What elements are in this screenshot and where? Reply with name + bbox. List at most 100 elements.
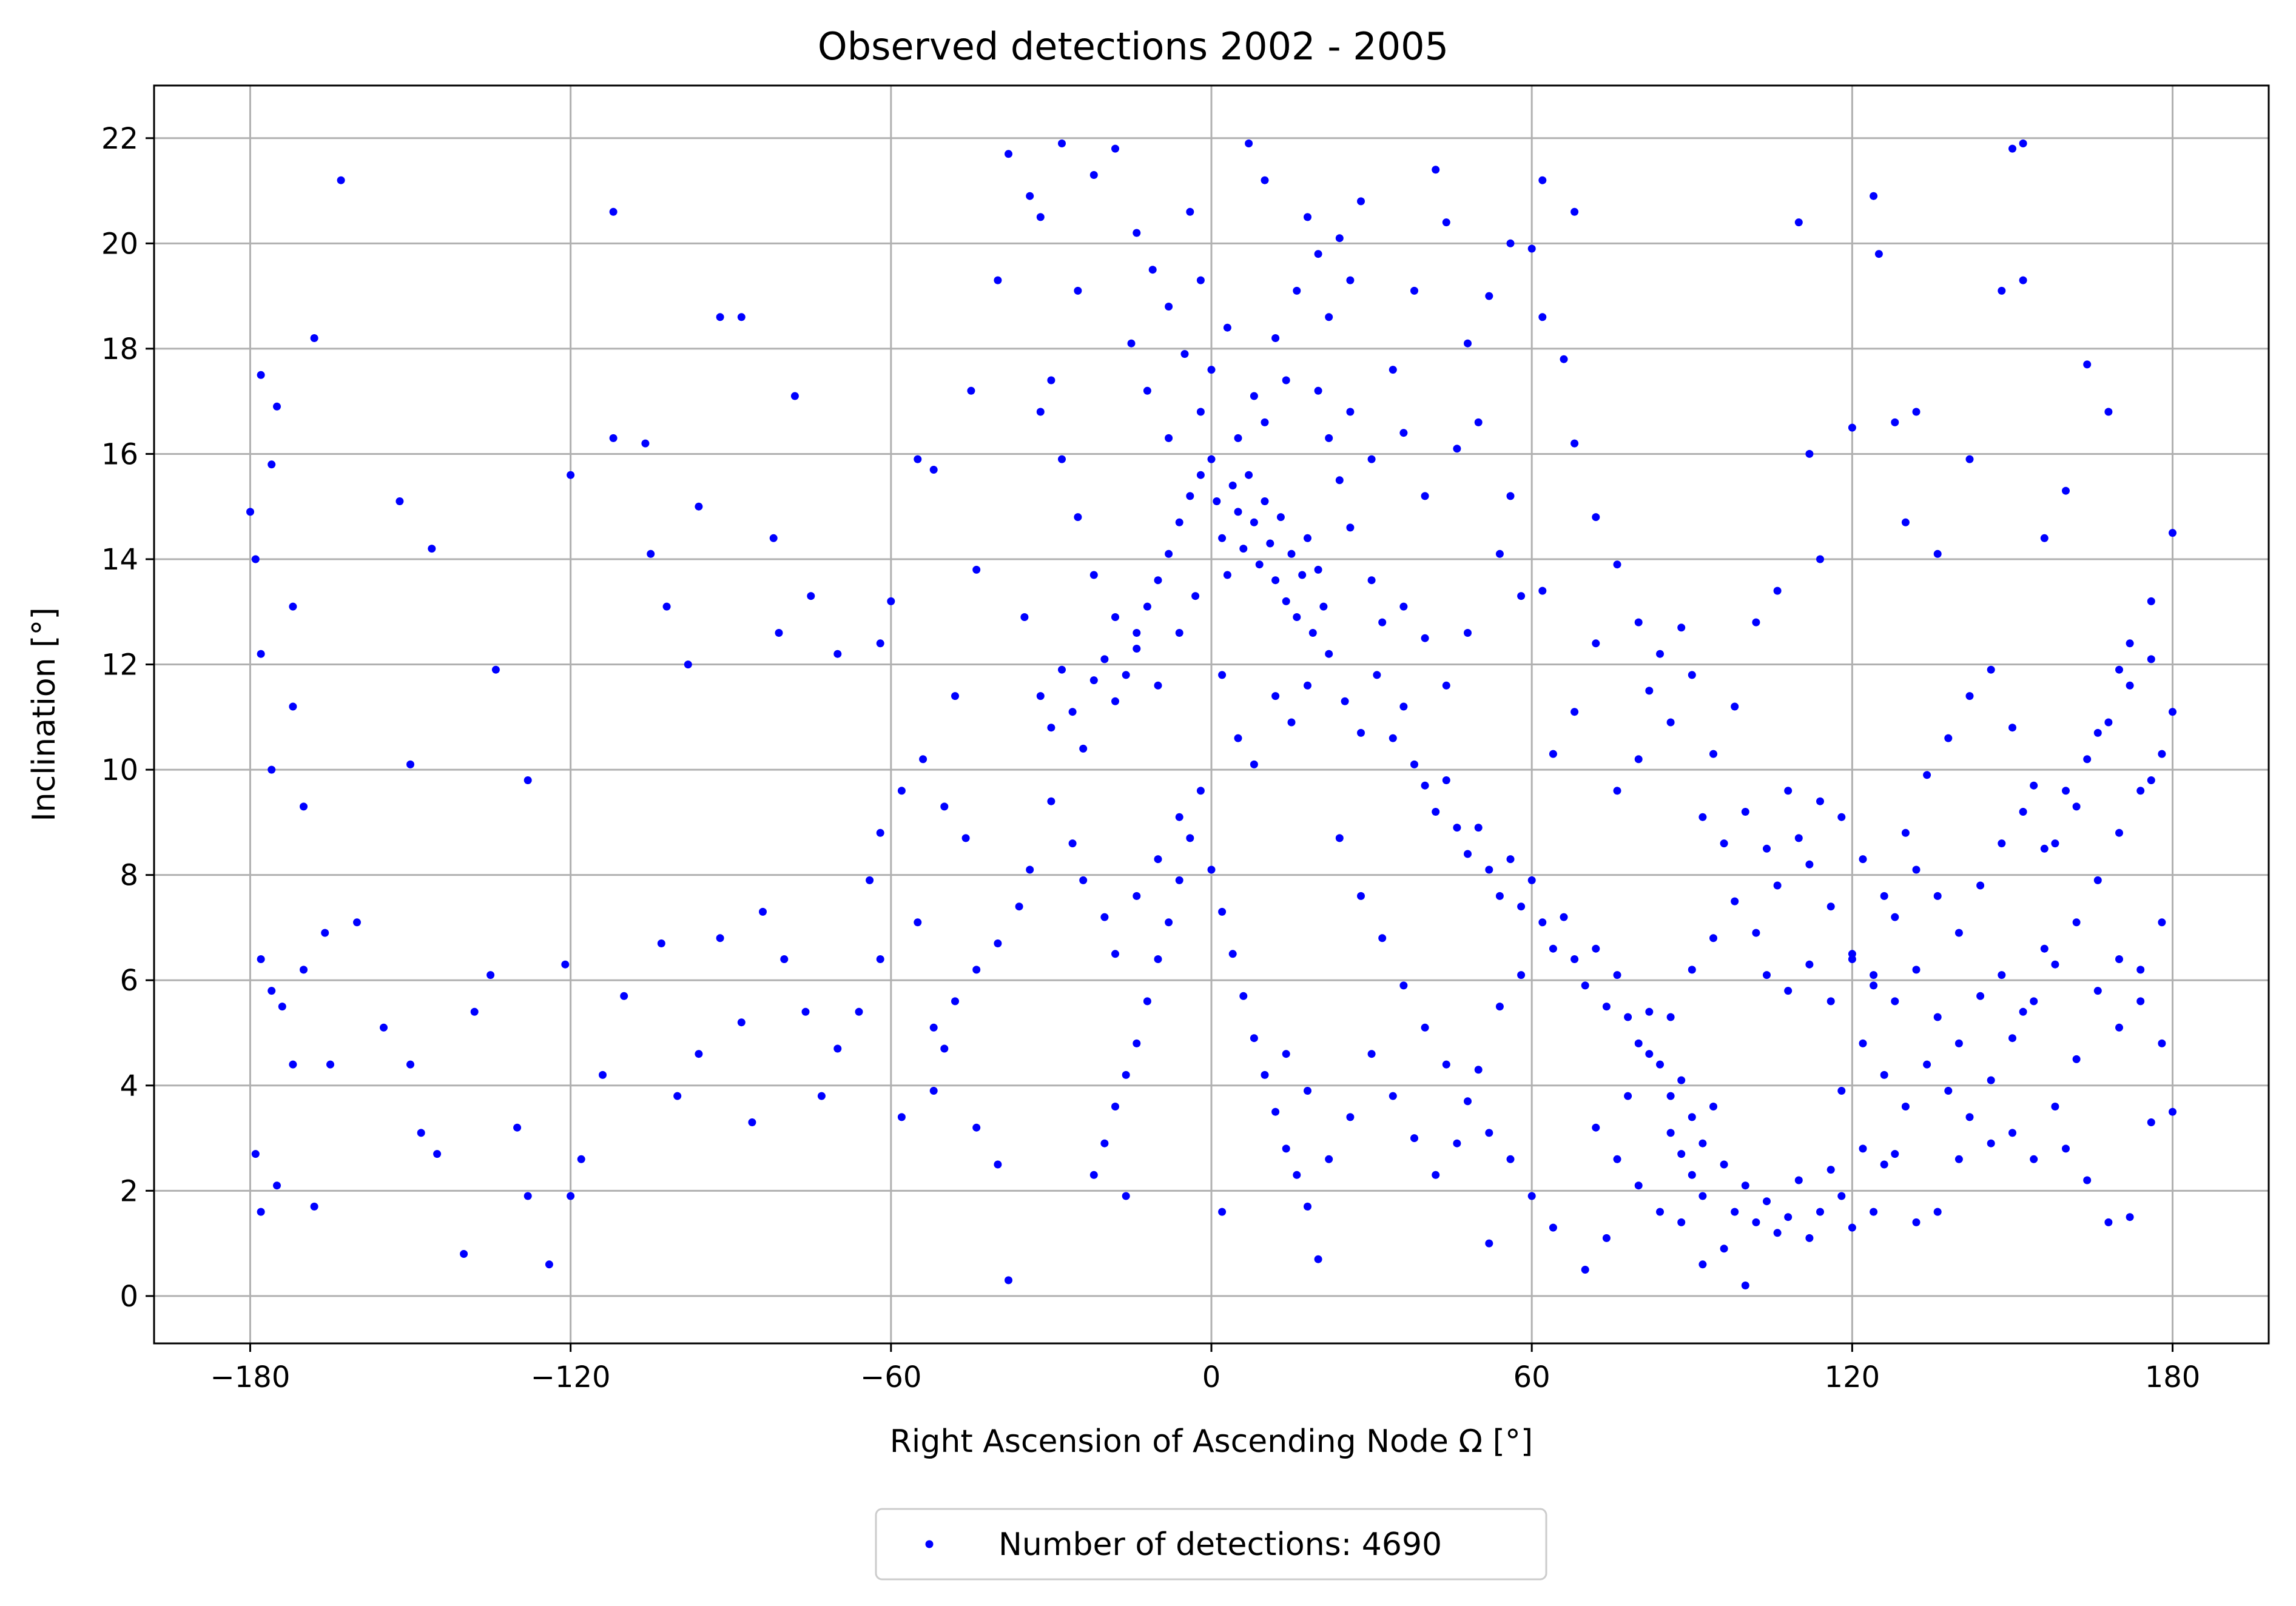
y-tick-label: 12 (101, 648, 138, 682)
data-point (1571, 708, 1579, 716)
data-point (876, 955, 884, 963)
data-point (1666, 718, 1675, 727)
data-point (2093, 876, 2102, 884)
data-point (1527, 244, 1536, 253)
data-point (1068, 708, 1077, 716)
data-point (1485, 292, 1493, 300)
data-point (641, 439, 650, 448)
data-point (1133, 629, 1141, 637)
data-point (1870, 981, 1878, 990)
data-point (684, 660, 692, 669)
y-tick-label: 20 (101, 227, 138, 261)
data-point (1421, 1023, 1429, 1032)
data-point (1506, 492, 1515, 500)
data-point (1165, 549, 1173, 558)
data-point (1314, 1255, 1322, 1263)
data-point (1634, 1181, 1643, 1190)
data-point (2030, 997, 2038, 1006)
x-axis-title: Right Ascension of Ascending Node Ω [°] (890, 1423, 1533, 1460)
data-point (1976, 992, 1985, 1000)
data-point (1666, 1129, 1675, 1137)
data-point (609, 207, 618, 216)
data-point (1074, 513, 1082, 522)
data-point (940, 802, 949, 811)
data-point (2093, 728, 2102, 737)
data-point (599, 1070, 607, 1079)
data-point (326, 1060, 334, 1069)
data-point (737, 313, 746, 321)
data-point (1656, 1060, 1664, 1069)
x-tick-label: −120 (531, 1360, 611, 1394)
data-point (1688, 966, 1696, 974)
data-point (1304, 534, 1311, 542)
data-point (268, 765, 276, 774)
data-point (1304, 1087, 1311, 1095)
data-point (961, 834, 970, 842)
data-point (929, 466, 938, 474)
data-point (1805, 960, 1814, 969)
data-point (1399, 429, 1408, 437)
data-point (1271, 334, 1280, 342)
data-point (1538, 313, 1547, 321)
y-tick-label: 14 (101, 543, 138, 577)
data-point (1154, 681, 1162, 690)
data-point (2158, 918, 2166, 927)
data-point (1196, 408, 1205, 416)
data-point (1293, 286, 1301, 295)
data-point (433, 1150, 442, 1158)
data-point (1293, 613, 1301, 621)
data-point (2126, 681, 2134, 690)
data-point (716, 934, 724, 942)
data-point (1127, 339, 1136, 348)
data-point (1763, 844, 1771, 853)
data-point (1912, 1218, 1921, 1226)
data-point (1079, 876, 1088, 884)
data-point (1399, 602, 1408, 611)
data-point (866, 876, 874, 884)
data-point (1068, 839, 1077, 848)
data-point (1308, 629, 1317, 637)
data-point (1688, 1171, 1696, 1179)
data-point (1891, 913, 1899, 921)
data-point (561, 960, 570, 969)
data-point (1335, 476, 1344, 485)
data-point (2030, 781, 2038, 790)
data-point (2008, 144, 2016, 153)
chart-title: Observed detections 2002 - 2005 (818, 24, 1449, 69)
data-point (1880, 1160, 1888, 1169)
data-point (1133, 645, 1141, 653)
data-point (1645, 687, 1654, 695)
data-point (1784, 987, 1793, 995)
data-point (1143, 997, 1151, 1006)
data-point (951, 692, 959, 701)
data-point (2115, 828, 2123, 837)
data-point (1287, 549, 1296, 558)
data-point (1987, 1139, 1995, 1147)
y-tick-label: 6 (120, 964, 138, 998)
data-point (2072, 802, 2081, 811)
data-point (1143, 386, 1151, 395)
data-point (1773, 881, 1782, 890)
data-point (2115, 665, 2123, 674)
data-point (1261, 497, 1269, 505)
data-point (396, 497, 404, 505)
data-point (1271, 576, 1280, 585)
data-point (1314, 386, 1322, 395)
data-point (1325, 650, 1333, 658)
data-point (1874, 250, 1883, 258)
data-point (673, 1092, 682, 1100)
data-point (1432, 808, 1440, 816)
data-point (1089, 676, 1098, 685)
data-point (1234, 734, 1242, 742)
data-point (1741, 1282, 1749, 1289)
data-point (1741, 808, 1749, 816)
data-point (1634, 1039, 1643, 1047)
data-point (1933, 1013, 1942, 1021)
data-point (817, 1092, 826, 1100)
data-point (1954, 929, 1963, 937)
data-point (1239, 992, 1248, 1000)
data-point (1901, 1103, 1910, 1110)
data-point (1282, 1050, 1290, 1058)
data-point (1709, 750, 1717, 758)
